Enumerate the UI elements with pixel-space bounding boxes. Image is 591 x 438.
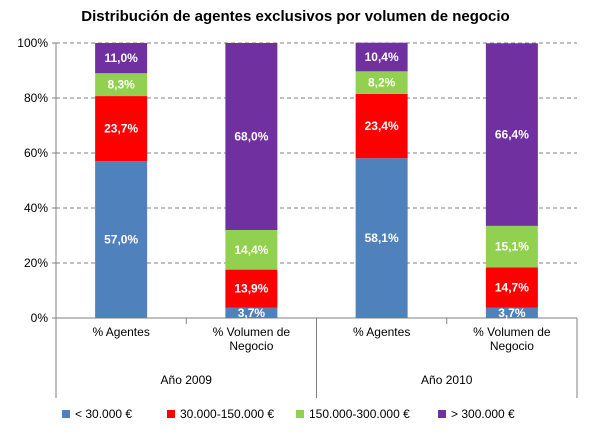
- bar-segment: [355, 71, 408, 94]
- data-label: 13,9%: [234, 282, 268, 296]
- y-tick-label: 80%: [24, 91, 48, 105]
- data-label: 15,1%: [495, 240, 529, 254]
- x-category-label: Negocio: [229, 339, 273, 353]
- data-label: 11,0%: [104, 51, 138, 65]
- bar-segment: [225, 307, 278, 318]
- y-tick-label: 0%: [31, 311, 49, 325]
- data-label: 14,4%: [234, 243, 268, 257]
- y-tick-label: 40%: [24, 201, 48, 215]
- legend-swatch: [438, 410, 446, 418]
- x-category-label: % Volumen de: [213, 325, 291, 339]
- data-label: 8,2%: [368, 76, 396, 90]
- bar-segment: [485, 43, 538, 226]
- bar-segment: [95, 161, 148, 318]
- y-tick-label: 60%: [24, 146, 48, 160]
- data-label: 58,1%: [365, 231, 399, 245]
- data-label: 23,4%: [365, 119, 399, 133]
- legend-swatch: [62, 410, 70, 418]
- bar-segment: [225, 269, 278, 308]
- bar-segment: [355, 93, 408, 159]
- bar-segment: [95, 43, 148, 74]
- group-label: Año 2009: [161, 373, 213, 387]
- data-label: 3,7%: [498, 306, 526, 320]
- bar-segment: [355, 42, 408, 72]
- legend-label: > 300.000 €: [451, 407, 515, 421]
- bar-segment: [225, 230, 278, 270]
- bars: [95, 42, 538, 318]
- legend-swatch: [167, 410, 175, 418]
- bar-segment: [485, 267, 538, 308]
- y-tick-label: 100%: [17, 36, 48, 50]
- chart-title: Distribución de agentes exclusivos por v…: [81, 8, 510, 25]
- x-category-label: % Agentes: [92, 325, 149, 339]
- bar-segment: [485, 307, 538, 318]
- legend-label: 150.000-300.000 €: [309, 407, 410, 421]
- legend-label: < 30.000 €: [75, 407, 132, 421]
- legend: < 30.000 € 30.000-150.000 € 150.000-300.00…: [62, 407, 515, 421]
- bar-segment: [355, 158, 408, 318]
- bar-segment: [95, 73, 148, 97]
- data-label: 66,4%: [495, 128, 529, 142]
- legend-label: 30.000-150.000 €: [180, 407, 274, 421]
- bar-segment: [95, 96, 148, 162]
- data-label: 14,7%: [495, 281, 529, 295]
- x-category-label: % Agentes: [353, 325, 410, 339]
- legend-swatch: [296, 410, 304, 418]
- group-label: Año 2010: [421, 373, 473, 387]
- data-label: 68,0%: [234, 130, 268, 144]
- data-labels: 57,0% 23,7% 8,3% 11,0% 3,7% 13,9% 14,4% 68,0% 58…: [104, 50, 529, 320]
- data-label: 23,7%: [104, 122, 138, 136]
- data-label: 57,0%: [104, 233, 138, 247]
- y-tick-label: 20%: [24, 256, 48, 270]
- data-label: 10,4%: [365, 50, 399, 64]
- data-label: 3,7%: [238, 306, 266, 320]
- x-category-label: % Volumen de: [473, 325, 551, 339]
- data-label: 8,3%: [107, 78, 135, 92]
- x-category-label: Negocio: [490, 339, 534, 353]
- bar-segment: [225, 43, 278, 230]
- bar-segment: [485, 225, 538, 268]
